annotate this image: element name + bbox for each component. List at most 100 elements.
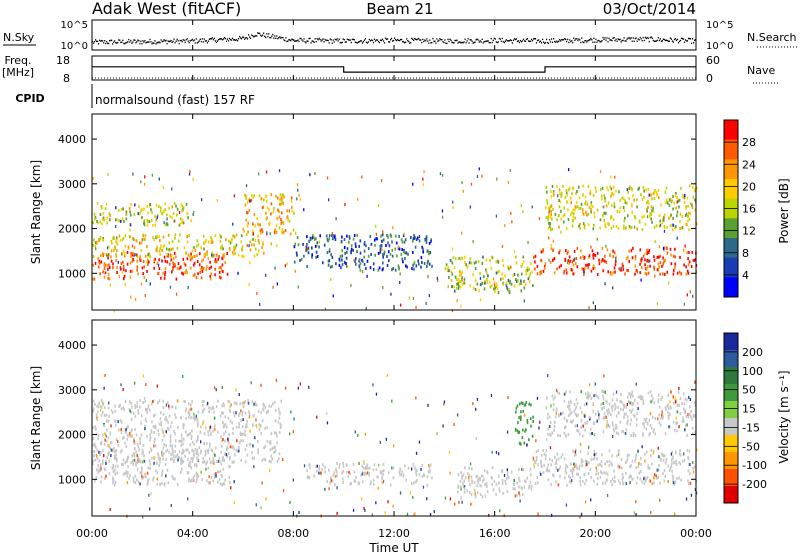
velocity-cell [147,479,149,483]
power-cell [92,255,95,258]
velocity-cell [341,471,343,475]
velocity-cell [545,406,547,410]
velocity-cell [570,480,573,484]
velocity-cell [119,418,122,422]
power-cell [421,260,423,264]
power-cell [643,189,645,193]
velocity-cell [360,473,362,477]
velocity-cell [692,461,694,465]
velocity-cell [497,474,500,478]
velocity-cell [227,441,230,445]
power-cell [650,217,652,221]
velocity-cell [101,400,104,404]
velocity-cell [631,403,633,407]
velocity-cell [108,451,110,455]
power-cell [628,259,630,263]
power-cell [268,207,270,211]
power-cell [418,262,420,266]
velocity-colorbar-swatch [724,486,738,504]
power-cell [664,272,666,276]
power-cell [311,246,313,250]
velocity-cell [110,441,112,445]
velocity-cell [187,471,190,475]
noise-point [373,38,376,40]
power-cell [340,266,342,270]
power-cell [522,210,524,213]
power-cell [127,245,130,249]
velocity-cell [208,457,211,461]
velocity-cell [308,475,310,479]
velocity-cell [537,463,539,467]
velocity-cell [112,478,115,482]
noise-point [353,39,355,41]
station-title: Adak West (fitACF) [92,0,241,18]
velocity-cell [606,472,609,476]
power-cell [370,252,372,256]
velocity-cell [324,470,326,474]
velocity-cell [125,471,127,475]
noise-point [325,39,327,42]
velocity-cell [593,450,596,454]
velocity-cell [194,448,197,452]
velocity-cell [629,392,631,396]
power-cell [303,254,305,258]
velocity-cell [637,465,640,468]
velocity-cell [549,421,552,424]
power-cell [423,262,426,265]
velocity-cell [684,428,686,432]
power-cell [559,249,561,253]
velocity-cell [662,472,664,475]
noise-point [645,37,647,40]
velocity-cell [552,408,555,412]
power-cell [397,245,400,249]
velocity-cell [565,503,568,507]
velocity-cell [117,420,119,424]
velocity-cell [162,405,165,409]
noise-point [666,39,668,42]
velocity-cell [444,496,447,500]
noise-point [106,41,108,43]
power-cell [102,238,104,242]
noise-point [393,39,395,42]
power-cell [257,239,260,242]
velocity-cell [572,449,574,453]
velocity-cell [472,402,474,406]
velocity-cell [679,412,682,416]
noise-point [99,39,101,42]
power-cell [582,254,584,258]
velocity-cell [202,422,204,426]
noise-point [684,39,687,41]
velocity-cell [606,460,609,463]
noise-point [222,38,225,40]
velocity-cell [233,460,235,464]
velocity-cell [224,415,226,419]
velocity-cell [637,407,639,411]
velocity-cell [163,443,166,447]
velocity-cell [221,483,224,487]
velocity-cell [647,391,650,395]
noise-point [121,41,123,43]
noise-point [499,38,501,40]
velocity-cell [292,430,294,434]
power-cell [603,211,605,215]
velocity-cell [636,417,638,421]
power-cell [252,222,254,226]
noise-point [318,37,320,40]
velocity-cell [643,417,646,421]
velocity-cell [579,442,582,446]
power-cell [456,286,458,290]
power-cell [656,255,659,259]
power-cell [330,253,332,257]
velocity-cell [675,451,677,455]
power-cell [116,271,118,274]
power-cell [515,278,517,281]
power-cell [479,283,482,287]
velocity-cell [174,413,176,417]
power-cell [278,210,280,214]
noise-point [440,39,442,41]
noise-point [283,39,285,41]
velocity-cell [113,446,115,450]
velocity-cell [150,402,153,406]
velocity-cell [587,471,590,475]
velocity-cell [556,390,559,394]
